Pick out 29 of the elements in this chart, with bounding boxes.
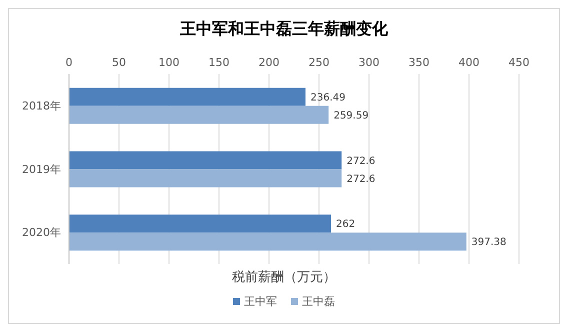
x-tick-label: 450 (508, 56, 530, 69)
x-tick-label: 350 (408, 56, 430, 69)
x-tick-label: 100 (158, 56, 180, 69)
data-label: 259.59 (334, 110, 369, 122)
data-label: 272.6 (346, 174, 376, 185)
bar (69, 169, 342, 188)
data-label: 272.6 (346, 156, 376, 167)
x-tick-label: 50 (112, 56, 126, 69)
legend-label: 王中磊 (301, 294, 335, 309)
x-axis-title: 税前薪酬（万元） (231, 269, 337, 286)
data-label: 397.38 (471, 237, 506, 248)
chart-title: 王中军和王中磊三年薪酬变化 (179, 19, 389, 40)
x-tick-label: 150 (208, 56, 230, 69)
x-tick-label: 250 (308, 56, 330, 69)
bar (69, 88, 306, 106)
bar (69, 232, 466, 251)
bar (69, 106, 329, 124)
x-tick-label: 300 (358, 56, 380, 69)
x-tick-label: 400 (458, 56, 480, 69)
y-tick-label: 2019年 (22, 162, 61, 176)
y-tick-label: 2020年 (22, 226, 61, 240)
legend-label: 王中军 (243, 294, 277, 309)
data-label: 262 (336, 219, 356, 230)
data-label: 236.49 (310, 92, 346, 104)
x-tick-label: 0 (66, 56, 72, 69)
bar (69, 214, 331, 233)
x-tick-label: 200 (258, 56, 280, 69)
bar (69, 151, 342, 170)
y-tick-label: 2018年 (22, 100, 61, 113)
